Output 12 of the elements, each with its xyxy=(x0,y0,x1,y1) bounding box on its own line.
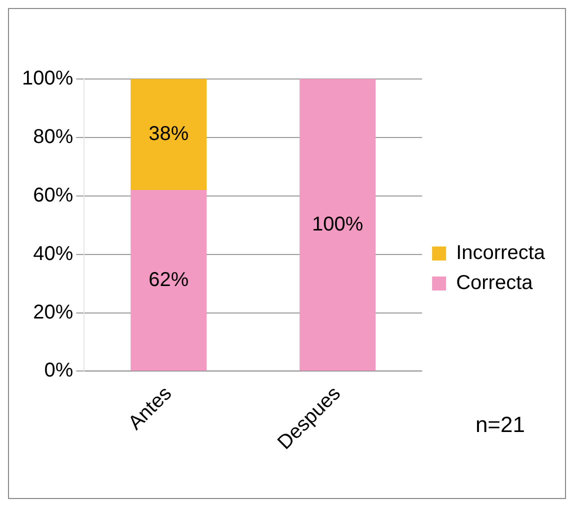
y-tick-label: 100% xyxy=(22,68,74,90)
y-tick-label: 80% xyxy=(33,126,74,148)
y-tick-label: 20% xyxy=(33,301,74,324)
data-label: 100% xyxy=(312,213,364,236)
data-label: 62% xyxy=(148,268,189,291)
y-tick-label: 60% xyxy=(33,184,74,206)
y-tick-label: 40% xyxy=(33,242,74,265)
text: n=21 xyxy=(475,412,525,438)
data-label: 38% xyxy=(148,123,189,146)
y-tick-label: 0% xyxy=(44,360,74,382)
legend-label: Correcta xyxy=(456,272,534,294)
legend-label: Incorrecta xyxy=(456,242,546,264)
